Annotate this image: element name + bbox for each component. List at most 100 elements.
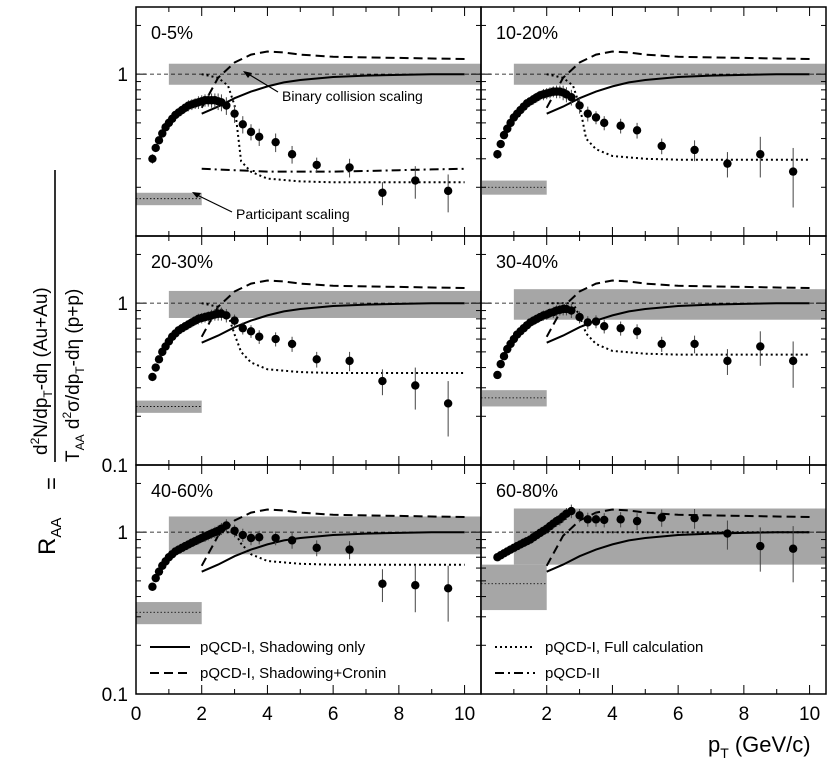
data-point xyxy=(499,352,509,361)
marker xyxy=(575,511,584,520)
marker xyxy=(148,372,157,382)
x-tick-label: 8 xyxy=(739,704,750,725)
marker xyxy=(230,316,239,325)
data-point xyxy=(411,565,420,613)
marker xyxy=(287,150,297,159)
data-point xyxy=(583,512,592,527)
panel-ticks xyxy=(481,236,826,465)
marker xyxy=(151,363,160,372)
data-point xyxy=(756,331,765,366)
marker xyxy=(657,339,666,349)
data-point xyxy=(378,182,387,206)
marker xyxy=(591,113,601,122)
data-point xyxy=(723,349,732,375)
data-point xyxy=(443,174,453,213)
data-point xyxy=(255,330,264,344)
y-tick-label: 1 xyxy=(117,65,128,86)
x-tick-label: 4 xyxy=(262,704,273,725)
marker xyxy=(345,545,354,554)
curve-pqcd2 xyxy=(201,167,465,173)
x-tick-label: 4 xyxy=(607,704,618,725)
data-point xyxy=(255,530,264,545)
data-point xyxy=(222,97,231,115)
x-tick-label: 6 xyxy=(328,704,339,725)
marker xyxy=(567,306,576,315)
marker xyxy=(591,515,601,524)
participant-scaling-band xyxy=(481,390,547,407)
panel-5: 40-60% xyxy=(135,464,482,695)
data-point xyxy=(151,573,160,583)
data-point xyxy=(496,359,505,369)
panel-frame xyxy=(480,464,827,695)
marker xyxy=(723,529,732,538)
data-point xyxy=(246,531,256,546)
legend-item-cronin: pQCD-I, Shadowing+Cronin xyxy=(150,665,386,682)
marker xyxy=(148,582,157,591)
marker xyxy=(154,355,164,364)
data-point xyxy=(575,98,584,114)
panel-label: 60-80% xyxy=(496,481,558,501)
panel-label: 20-30% xyxy=(151,252,213,272)
x-tick-label: 2 xyxy=(196,704,207,725)
marker xyxy=(238,120,247,129)
data-point xyxy=(632,513,642,531)
data-point xyxy=(148,582,157,591)
data-point xyxy=(151,143,160,153)
data-point xyxy=(690,335,699,354)
data-point xyxy=(443,381,453,437)
marker xyxy=(788,167,798,176)
panel-2: 10-20% xyxy=(480,6,827,237)
curve-shadowing-only xyxy=(201,302,465,344)
data-point xyxy=(222,519,231,533)
data-point xyxy=(148,154,157,164)
marker xyxy=(600,322,609,331)
marker xyxy=(238,530,247,540)
data-point xyxy=(583,316,592,330)
marker xyxy=(271,137,280,147)
data-point xyxy=(567,504,576,519)
marker xyxy=(690,513,699,523)
data-point xyxy=(575,311,584,324)
data-point xyxy=(287,336,297,352)
marker xyxy=(567,93,576,102)
marker xyxy=(499,130,509,140)
marker xyxy=(443,186,453,196)
ylabel-lhs: RAA xyxy=(34,518,65,555)
data-point xyxy=(600,116,609,131)
marker xyxy=(378,376,387,386)
marker xyxy=(255,332,264,341)
marker xyxy=(411,381,420,390)
marker xyxy=(158,129,167,138)
data-point xyxy=(411,367,420,410)
data-point xyxy=(246,325,256,338)
marker xyxy=(690,145,699,155)
legend-item-pqcd2: pQCD-II xyxy=(495,665,600,682)
marker xyxy=(378,579,387,588)
marker xyxy=(616,515,625,524)
data-point xyxy=(378,369,387,396)
data-point xyxy=(788,341,798,388)
marker xyxy=(230,109,239,118)
data-point xyxy=(583,106,592,122)
marker xyxy=(756,150,765,159)
marker xyxy=(443,399,453,408)
participant-annotation-text: Participant scaling xyxy=(236,206,350,222)
y-tick-label: 1 xyxy=(117,523,128,544)
data-point xyxy=(499,130,509,140)
marker xyxy=(443,584,453,593)
marker xyxy=(632,126,642,135)
marker xyxy=(756,342,765,351)
marker xyxy=(246,533,256,543)
data-point xyxy=(632,122,642,139)
marker xyxy=(496,359,505,369)
panel-label: 10-20% xyxy=(496,23,558,43)
marker xyxy=(271,334,280,344)
curve-shadowing-cronin xyxy=(545,279,810,338)
data-point xyxy=(411,166,420,199)
data-point xyxy=(345,158,354,178)
data-point xyxy=(246,124,256,141)
legend-label-cronin: pQCD-I, Shadowing+Cronin xyxy=(200,665,386,682)
marker xyxy=(151,143,160,153)
marker xyxy=(148,154,157,163)
